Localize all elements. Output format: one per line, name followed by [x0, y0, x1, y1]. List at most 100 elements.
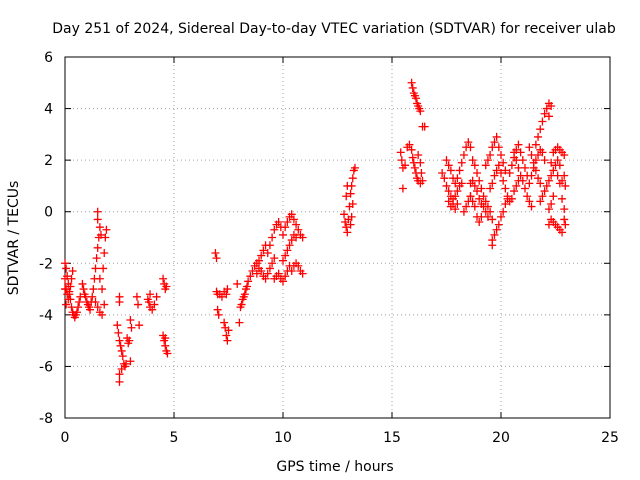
- data-point: [72, 308, 81, 317]
- data-point: [518, 176, 527, 185]
- data-point: [468, 197, 477, 206]
- data-point: [451, 205, 460, 214]
- data-point: [222, 331, 231, 340]
- axes-frame: [64, 56, 611, 419]
- data-point: [492, 132, 501, 141]
- data-point: [95, 274, 104, 283]
- data-point: [475, 194, 484, 203]
- data-point: [490, 171, 499, 180]
- data-point: [214, 310, 223, 319]
- data-point: [132, 292, 141, 301]
- data-point: [224, 326, 233, 335]
- data-point: [346, 189, 355, 198]
- data-point: [536, 197, 545, 206]
- data-point: [248, 267, 257, 276]
- data-point: [451, 192, 460, 201]
- data-point: [263, 248, 272, 257]
- data-point: [558, 176, 567, 185]
- data-point: [211, 248, 220, 257]
- data-point: [287, 210, 296, 219]
- y-tick-label: -4: [39, 308, 53, 324]
- data-point: [534, 174, 543, 183]
- data-point: [348, 174, 357, 183]
- data-point: [455, 166, 464, 175]
- data-point: [494, 220, 503, 229]
- data-point: [514, 140, 523, 149]
- data-point: [95, 223, 104, 232]
- data-point: [488, 236, 497, 245]
- data-point: [555, 161, 564, 170]
- data-point: [499, 158, 508, 167]
- data-point: [283, 246, 292, 255]
- data-point: [459, 150, 468, 159]
- data-point: [410, 163, 419, 172]
- data-point: [220, 318, 229, 327]
- data-point: [416, 158, 425, 167]
- data-point: [477, 184, 486, 193]
- y-tick-label: -6: [39, 359, 53, 375]
- data-point: [144, 297, 153, 306]
- data-point: [91, 264, 100, 273]
- data-point: [159, 274, 168, 283]
- data-point: [61, 285, 69, 294]
- data-point: [347, 212, 356, 221]
- data-point: [444, 161, 453, 170]
- data-point: [490, 230, 499, 239]
- data-point: [343, 228, 352, 237]
- data-point: [343, 181, 352, 190]
- data-point: [98, 310, 107, 319]
- y-tick-label: 2: [44, 153, 53, 169]
- data-point: [479, 202, 488, 211]
- data-point: [279, 277, 287, 286]
- data-point: [255, 256, 264, 265]
- data-point: [560, 205, 569, 214]
- data-point: [244, 277, 253, 286]
- data-point: [78, 279, 87, 288]
- x-tick-label: 25: [601, 430, 619, 446]
- y-axis-label: SDTVAR / TECUs: [6, 181, 22, 296]
- data-point: [279, 230, 287, 239]
- data-point: [516, 171, 525, 180]
- data-point: [235, 318, 244, 327]
- data-point: [457, 158, 466, 167]
- data-point: [468, 156, 477, 165]
- data-point: [512, 156, 521, 165]
- data-point: [453, 187, 462, 196]
- data-point: [115, 377, 124, 386]
- data-point: [126, 316, 135, 325]
- data-point: [212, 254, 221, 263]
- data-point: [561, 181, 570, 190]
- data-point: [101, 233, 110, 242]
- data-point: [148, 305, 157, 314]
- data-point: [243, 282, 252, 291]
- data-point: [223, 336, 232, 345]
- data-point: [64, 295, 73, 304]
- data-point: [442, 181, 451, 190]
- data-point: [544, 176, 553, 185]
- data-point: [510, 148, 519, 157]
- data-point: [100, 300, 109, 309]
- data-point: [117, 346, 126, 355]
- data-point: [268, 259, 277, 268]
- data-point: [466, 143, 475, 152]
- data-point: [75, 297, 84, 306]
- data-point: [115, 336, 124, 345]
- data-point: [479, 192, 488, 201]
- data-point: [499, 207, 508, 216]
- y-tick-label: 0: [44, 205, 53, 221]
- data-point: [534, 132, 543, 141]
- data-point: [127, 323, 136, 332]
- data-point: [497, 169, 505, 178]
- data-point: [152, 292, 161, 301]
- data-point: [146, 290, 155, 299]
- data-point: [213, 305, 222, 314]
- data-point: [416, 107, 425, 116]
- x-tick-label: 5: [170, 430, 179, 446]
- data-point: [475, 218, 484, 227]
- data-point: [298, 233, 307, 242]
- data-point: [525, 179, 534, 188]
- data-points: [61, 78, 570, 386]
- data-point: [442, 156, 451, 165]
- x-axis-ticks: 0 5 10 15 20 25: [61, 57, 619, 446]
